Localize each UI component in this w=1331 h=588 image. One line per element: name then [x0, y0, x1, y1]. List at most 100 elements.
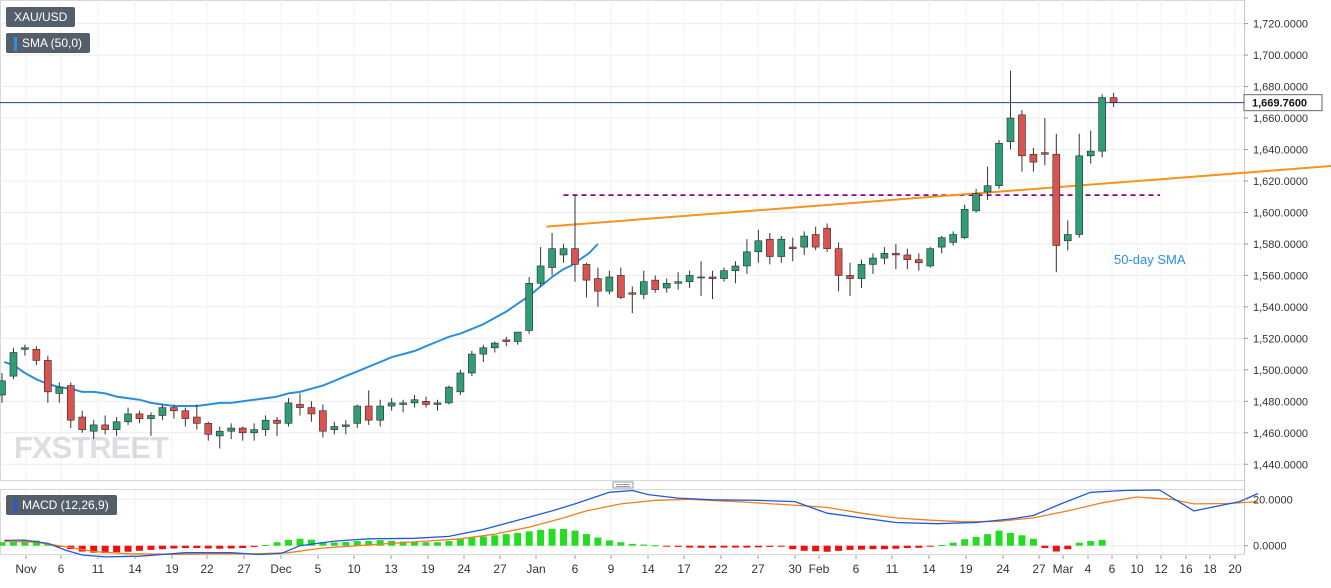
time-axis-tick-label: 19 — [165, 562, 179, 576]
candle-body — [1006, 117, 1015, 142]
candle-body — [800, 235, 809, 248]
candle-body — [582, 264, 591, 281]
macd-histogram-bar-negative — [1064, 545, 1072, 550]
candle-body — [21, 347, 29, 350]
time-axis-tick-label: 5 — [315, 562, 322, 576]
candle-body — [536, 265, 545, 284]
candle-body — [869, 257, 877, 265]
symbol-tag[interactable]: XAU/USD — [6, 7, 76, 27]
price-axis-tick-label: 1,600.0000 — [1253, 207, 1308, 219]
bearish-candle — [44, 355, 52, 403]
bearish-candle — [834, 242, 843, 292]
candle-body — [674, 281, 682, 284]
candle-body — [1041, 152, 1049, 155]
macd-histogram-bar-negative — [181, 545, 189, 549]
macd-histogram-bar-positive — [422, 542, 430, 546]
macd-histogram-bar-positive — [285, 539, 292, 546]
bullish-candle — [674, 272, 682, 290]
macd-histogram-bar-positive — [445, 541, 453, 546]
time-axis-tick-label: Dec — [270, 562, 291, 576]
candle-body — [731, 265, 740, 271]
price-axis-tick-label: 1,540.0000 — [1253, 302, 1308, 314]
candle-body — [330, 426, 339, 430]
candle-body — [193, 416, 201, 424]
candle-body — [147, 415, 155, 419]
macd-histogram-bar-positive — [571, 530, 579, 546]
macd-histogram-bar-negative — [880, 545, 888, 550]
candle-body — [559, 248, 568, 256]
macd-histogram-bar-positive — [491, 535, 499, 546]
candle-body — [490, 342, 499, 349]
bearish-candle — [846, 262, 854, 296]
macd-histogram-bar-negative — [193, 545, 201, 549]
price-axis-tick-label: 1,620.0000 — [1253, 176, 1308, 188]
symbol-tag-label: XAU/USD — [14, 10, 68, 24]
macd-histogram-bar-positive — [0, 542, 6, 546]
macd-legend-tag[interactable]: MACD (12,26,9) — [6, 495, 117, 515]
time-axis-tick-label: 27 — [1032, 562, 1046, 576]
macd-histogram-bar-positive — [21, 539, 29, 546]
candle-body — [284, 402, 293, 424]
macd-line — [4, 489, 1259, 558]
price-axis-tick-label: 1,720.0000 — [1253, 19, 1308, 31]
time-axis-tick-label: 20 — [1228, 562, 1242, 576]
candle-body — [44, 360, 52, 393]
sma-legend-tag[interactable]: SMA (50,0) — [6, 33, 91, 53]
macd-histogram-bar-positive — [9, 541, 17, 546]
time-axis-tick-label: 27 — [493, 562, 507, 576]
macd-histogram-bar-positive — [262, 545, 270, 547]
bullish-candle — [937, 236, 946, 254]
macd-histogram-bar-negative — [158, 545, 166, 550]
macd-histogram-bar-positive — [273, 542, 281, 546]
bullish-candle — [1006, 70, 1015, 150]
bullish-candle — [341, 420, 350, 435]
candle-body — [513, 331, 522, 342]
macd-histogram-bar-negative — [78, 545, 86, 552]
candle-body — [685, 275, 694, 283]
macd-histogram-bar-positive — [411, 541, 419, 546]
bullish-candle — [330, 421, 339, 435]
candle-body — [55, 386, 64, 394]
candle-body — [32, 349, 41, 361]
sma-legend-label: SMA (50,0) — [22, 36, 83, 50]
candle-body — [124, 413, 132, 423]
candle-body — [651, 279, 660, 290]
bullish-candle — [880, 247, 889, 265]
bullish-candle — [410, 395, 419, 408]
candle-body — [777, 238, 786, 257]
candle-body — [296, 404, 304, 408]
macd-histogram-bar-positive — [651, 545, 659, 547]
candle-body — [525, 282, 533, 331]
macd-histogram-bar-positive — [479, 536, 487, 546]
candle-body — [273, 419, 281, 424]
sma-annotation-label: 50-day SMA — [1114, 252, 1186, 267]
bullish-candle — [250, 423, 258, 441]
macd-histogram-bar-negative — [250, 545, 258, 547]
macd-histogram-bar-negative — [720, 545, 728, 548]
macd-histogram-bar-negative — [90, 545, 98, 553]
bearish-candle — [651, 275, 660, 293]
candle-body — [1063, 234, 1072, 242]
macd-histogram-bar-negative — [709, 545, 717, 548]
candle-body — [387, 402, 396, 407]
macd-histogram-bar-positive — [319, 542, 327, 546]
macd-histogram-bar-negative — [216, 545, 224, 549]
candle-body — [204, 423, 213, 435]
macd-histogram-bar-negative — [926, 545, 934, 547]
macd-histogram-bar-negative — [227, 545, 235, 549]
bearish-candle — [1052, 133, 1061, 273]
macd-histogram-bar-positive — [1075, 542, 1083, 546]
bullish-candle — [376, 399, 384, 427]
rising-trendline — [546, 165, 1331, 228]
macd-legend-label: MACD (12,26,9) — [22, 498, 109, 512]
bullish-candle — [800, 231, 809, 255]
price-axis-tick-label: 1,560.0000 — [1253, 270, 1308, 282]
candle-body — [1052, 153, 1061, 246]
candle-body — [983, 185, 992, 193]
macd-histogram-bar-negative — [789, 545, 797, 550]
time-axis-tick-label: 14 — [128, 562, 142, 576]
bearish-candle — [170, 404, 178, 419]
axis-layer: 1,440.0000 1,460.0000 1,480.0000 1,500.0000… — [15, 19, 1308, 576]
macd-histogram-bar-negative — [686, 545, 694, 548]
candle-body — [376, 405, 384, 421]
